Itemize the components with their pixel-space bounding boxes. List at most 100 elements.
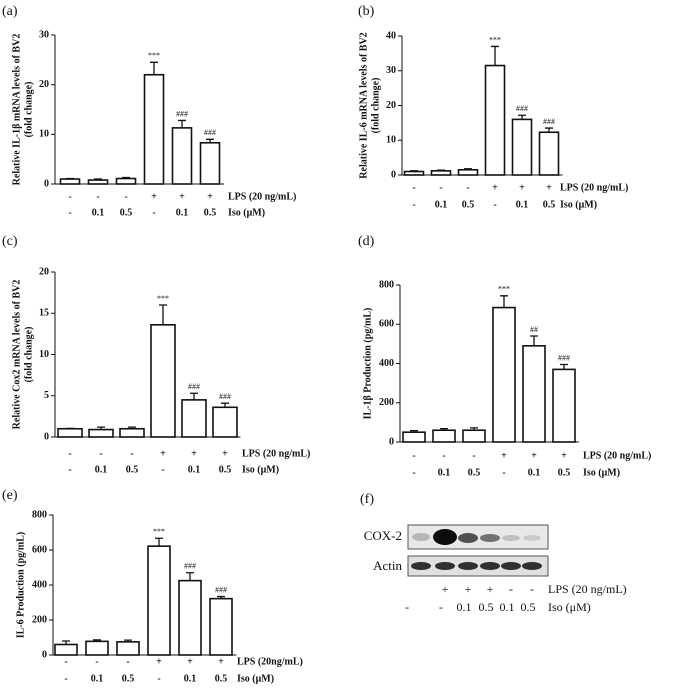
condition-label: 0.1 <box>95 464 108 475</box>
bar <box>88 428 114 438</box>
bar <box>492 306 516 443</box>
y-tick-label: 30 <box>386 65 396 76</box>
bar <box>87 179 109 185</box>
condition-label: + <box>207 191 213 202</box>
error-bar <box>128 426 136 429</box>
error-bar <box>178 119 186 128</box>
condition-label: 0.1 <box>176 207 189 218</box>
condition-row-label: LPS (20 ng/mL) <box>242 448 310 459</box>
condition-label: + <box>519 182 525 193</box>
error-bar <box>190 392 198 400</box>
y-tick-label: 40 <box>386 30 396 41</box>
bar <box>199 141 221 185</box>
band <box>480 534 500 542</box>
condition-label: 0.1 <box>184 673 197 684</box>
condition-label: - <box>126 656 129 667</box>
condition-label: - <box>157 673 160 684</box>
panel-label: (e) <box>2 488 18 503</box>
band <box>501 562 521 570</box>
condition-label: + <box>179 191 185 202</box>
condition-label: 0.5 <box>219 464 232 475</box>
y-tick-label: 400 <box>379 358 394 369</box>
condition-label: + <box>156 656 162 667</box>
y-axis-label: IL-6 Production (pg/mL) <box>15 532 26 639</box>
annotation: ### <box>543 117 555 126</box>
error-bar <box>560 363 568 370</box>
condition-label: - <box>472 450 475 461</box>
y-axis-label: Relative Cox2 mRNA levels of BV2 <box>11 280 22 430</box>
condition-label: - <box>152 207 155 218</box>
y-tick-label: 30 <box>39 29 49 40</box>
condition-label: 0.5 <box>543 199 556 210</box>
condition-label: + <box>492 182 498 193</box>
bar <box>119 427 145 438</box>
y-tick-label: 0 <box>389 436 394 447</box>
condition-label: + <box>531 450 537 461</box>
y-tick-label: 10 <box>386 135 396 146</box>
annotation: ### <box>516 104 528 113</box>
bar <box>115 177 137 185</box>
bar <box>484 64 506 176</box>
y-tick-label: 800 <box>32 509 47 520</box>
condition-label: + <box>187 656 193 667</box>
annotation: ### <box>215 585 227 594</box>
error-bar <box>159 304 167 325</box>
condition-label: 0.5 <box>204 207 217 218</box>
bar <box>209 597 233 656</box>
error-bar <box>464 168 472 170</box>
condition-label: + <box>465 582 472 596</box>
y-tick-label: 200 <box>379 397 394 408</box>
y-tick-label: 20 <box>39 79 49 90</box>
y-axis-label: Relative IL-6 mRNA levels of BV2 <box>358 32 369 178</box>
panel-label: (c) <box>2 234 18 249</box>
bar <box>402 431 426 443</box>
y-tick-label: 800 <box>379 279 394 290</box>
y-tick-label: 5 <box>44 390 49 401</box>
error-bar <box>470 427 478 431</box>
error-bar <box>500 295 508 308</box>
band <box>502 535 520 541</box>
annotation: *** <box>148 51 160 60</box>
condition-label: + <box>222 448 228 459</box>
error-bar <box>217 595 225 599</box>
condition-row-label: Iso (μM) <box>237 673 274 684</box>
bar <box>181 399 207 438</box>
condition-label: - <box>439 182 442 193</box>
y-tick-label: 10 <box>39 129 49 140</box>
band <box>480 562 500 570</box>
y-tick-label: 0 <box>42 649 47 660</box>
annotation: *** <box>498 285 510 294</box>
condition-label: 0.1 <box>500 600 515 614</box>
condition-label: 0.5 <box>558 467 571 478</box>
y-tick-label: 20 <box>386 100 396 111</box>
condition-label: 0.5 <box>126 464 139 475</box>
panel-label: (d) <box>358 234 375 249</box>
condition-label: 0.1 <box>516 199 529 210</box>
condition-label: 0.5 <box>122 673 135 684</box>
western-blot: (f) COX-2 Actin <box>360 492 549 577</box>
annotation: *** <box>157 294 169 303</box>
bar <box>212 406 238 438</box>
error-bar <box>124 639 132 642</box>
condition-label: - <box>509 582 513 596</box>
condition-label: + <box>546 182 552 193</box>
bar <box>147 545 171 656</box>
condition-label: - <box>466 182 469 193</box>
condition-label: - <box>405 600 409 614</box>
condition-label: - <box>96 191 99 202</box>
condition-label: 0.1 <box>438 467 451 478</box>
condition-label: - <box>161 464 164 475</box>
band <box>411 562 431 570</box>
annotation: *** <box>153 527 165 536</box>
blot-strip <box>407 524 549 550</box>
condition-label: 0.1 <box>91 673 104 684</box>
annotation: ### <box>184 562 196 571</box>
band-label: Actin <box>373 558 402 573</box>
y-tick-label: 0 <box>44 431 49 442</box>
error-bar <box>94 178 102 181</box>
error-bar <box>155 537 163 547</box>
bar <box>150 323 176 438</box>
error-bar <box>62 640 70 645</box>
condition-label: 0.1 <box>457 600 472 614</box>
bar <box>178 579 202 656</box>
